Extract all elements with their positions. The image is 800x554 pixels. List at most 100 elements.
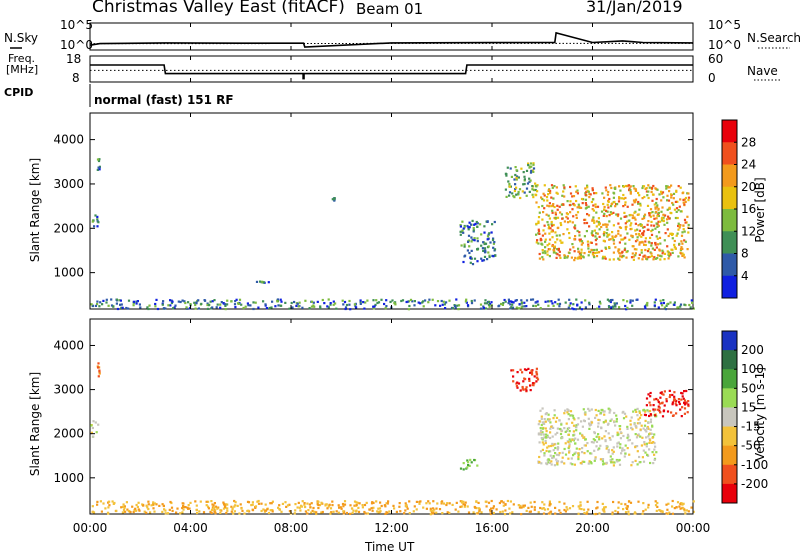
velocity-heatmap-cell	[594, 457, 597, 460]
velocity-heatmap-cell	[687, 400, 690, 403]
power-heatmap-cell	[488, 254, 491, 257]
velocity-heatmap-cell	[270, 502, 273, 505]
power-heatmap-cell	[576, 189, 579, 192]
power-heatmap-cell	[467, 234, 471, 237]
velocity-heatmap-cell	[564, 430, 567, 433]
velocity-heatmap-cell	[624, 444, 627, 447]
power-heatmap-cell	[96, 303, 99, 306]
power-heatmap-cell	[642, 233, 645, 237]
power-heatmap-cell	[663, 306, 666, 309]
velocity-heatmap-cell	[181, 511, 184, 514]
velocity-heatmap-cell	[564, 453, 568, 456]
velocity-heatmap-cell	[337, 504, 340, 507]
velocity-heatmap-cell	[572, 416, 575, 420]
velocity-heatmap-cell	[544, 413, 547, 416]
velocity-heatmap-cell	[474, 506, 477, 509]
power-heatmap-cell	[552, 304, 555, 307]
power-heatmap-cell	[609, 184, 612, 187]
power-heatmap-cell	[629, 301, 632, 304]
velocity-heatmap-cell	[616, 445, 619, 448]
power-heatmap-cell	[290, 301, 293, 305]
power-heatmap-cell	[609, 205, 613, 208]
velocity-heatmap-cell	[616, 460, 619, 463]
power-heatmap-cell	[611, 298, 614, 302]
velocity-heatmap-cell	[649, 418, 653, 421]
power-heatmap-cell	[569, 220, 572, 223]
velocity-heatmap-cell	[563, 462, 566, 465]
velocity-heatmap-cell	[384, 512, 387, 515]
velocity-heatmap-cell	[536, 378, 540, 381]
power-heatmap-cell	[400, 299, 403, 303]
power-heatmap-cell	[634, 198, 638, 201]
power-heatmap-cell	[316, 300, 319, 303]
power-heatmap-cell	[431, 298, 434, 301]
power-heatmap-cell	[558, 305, 561, 308]
velocity-heatmap-cell	[563, 447, 566, 451]
velocity-heatmap-cell	[299, 504, 303, 507]
power-heatmap-cell	[597, 217, 600, 220]
velocity-heatmap-cell	[550, 463, 553, 466]
velocity-heatmap-cell	[653, 453, 656, 456]
power-heatmap-cell	[407, 308, 410, 311]
velocity-heatmap-cell	[353, 500, 357, 503]
power-heatmap-cell	[634, 218, 637, 221]
velocity-heatmap-cell	[186, 506, 189, 509]
velocity-heatmap-cell	[104, 507, 107, 510]
velocity-heatmap-cell	[146, 506, 149, 509]
power-heatmap-cell	[541, 256, 544, 259]
velocity-heatmap-cell	[604, 506, 607, 509]
velocity-heatmap-cell	[619, 437, 622, 440]
power-heatmap-cell	[553, 249, 556, 252]
power-heatmap-cell	[656, 204, 659, 207]
power-heatmap-cell	[135, 302, 138, 305]
power-heatmap-cell	[532, 162, 535, 165]
velocity-heatmap-cell	[542, 507, 545, 510]
power-heatmap-cell	[632, 258, 635, 261]
power-heatmap-cell	[629, 192, 632, 195]
velocity-heatmap-cell	[603, 510, 606, 513]
velocity-heatmap-cell	[634, 408, 637, 411]
velocity-heatmap-cell	[340, 507, 343, 510]
power-heatmap-cell	[542, 211, 545, 214]
velocity-heatmap-cell	[642, 408, 645, 411]
velocity-heatmap-cell	[538, 455, 541, 459]
power-heatmap-cell	[586, 184, 589, 187]
power-heatmap-cell	[409, 298, 413, 301]
power-heatmap-cell	[484, 299, 487, 302]
velocity-heatmap-cell	[490, 499, 493, 503]
velocity-heatmap-cell	[622, 434, 625, 438]
power-heatmap-cell	[632, 185, 635, 188]
velocity-heatmap-cell	[553, 464, 556, 467]
power-heatmap-cell	[686, 215, 689, 218]
power-heatmap-cell	[335, 307, 338, 310]
power-heatmap-cell	[584, 198, 587, 201]
velocity-heatmap-cell	[233, 499, 236, 503]
power-heatmap-cell	[490, 231, 493, 234]
velocity-heatmap-cell	[212, 504, 215, 507]
power-heatmap-cell	[609, 211, 612, 214]
velocity-heatmap-cell	[654, 504, 658, 507]
power-heatmap-cell	[603, 255, 606, 258]
power-heatmap-cell	[226, 303, 229, 306]
power-heatmap-cell	[654, 257, 657, 260]
velocity-heatmap-cell	[665, 512, 668, 515]
velocity-heatmap-cell	[616, 511, 620, 514]
velocity-heatmap-cell	[303, 502, 306, 505]
velocity-heatmap-cell	[645, 430, 648, 433]
power-heatmap-cell	[637, 202, 640, 205]
power-heatmap-cell	[568, 204, 571, 207]
power-heatmap-cell	[568, 251, 571, 255]
velocity-heatmap-cell	[681, 392, 684, 395]
power-heatmap-cell	[622, 197, 625, 200]
power-heatmap-cell	[542, 229, 545, 232]
power-heatmap-cell	[457, 304, 461, 307]
velocity-heatmap-cell	[155, 503, 158, 506]
velocity-heatmap-cell	[677, 398, 680, 401]
power-heatmap-cell	[547, 304, 550, 307]
power-heatmap-cell	[620, 238, 623, 241]
power-heatmap-cell	[532, 170, 535, 173]
velocity-heatmap-cell	[448, 511, 451, 514]
power-heatmap-cell	[682, 201, 685, 204]
velocity-heatmap-cell	[576, 438, 580, 441]
power-colorbar-tick-label: 4	[741, 269, 749, 283]
